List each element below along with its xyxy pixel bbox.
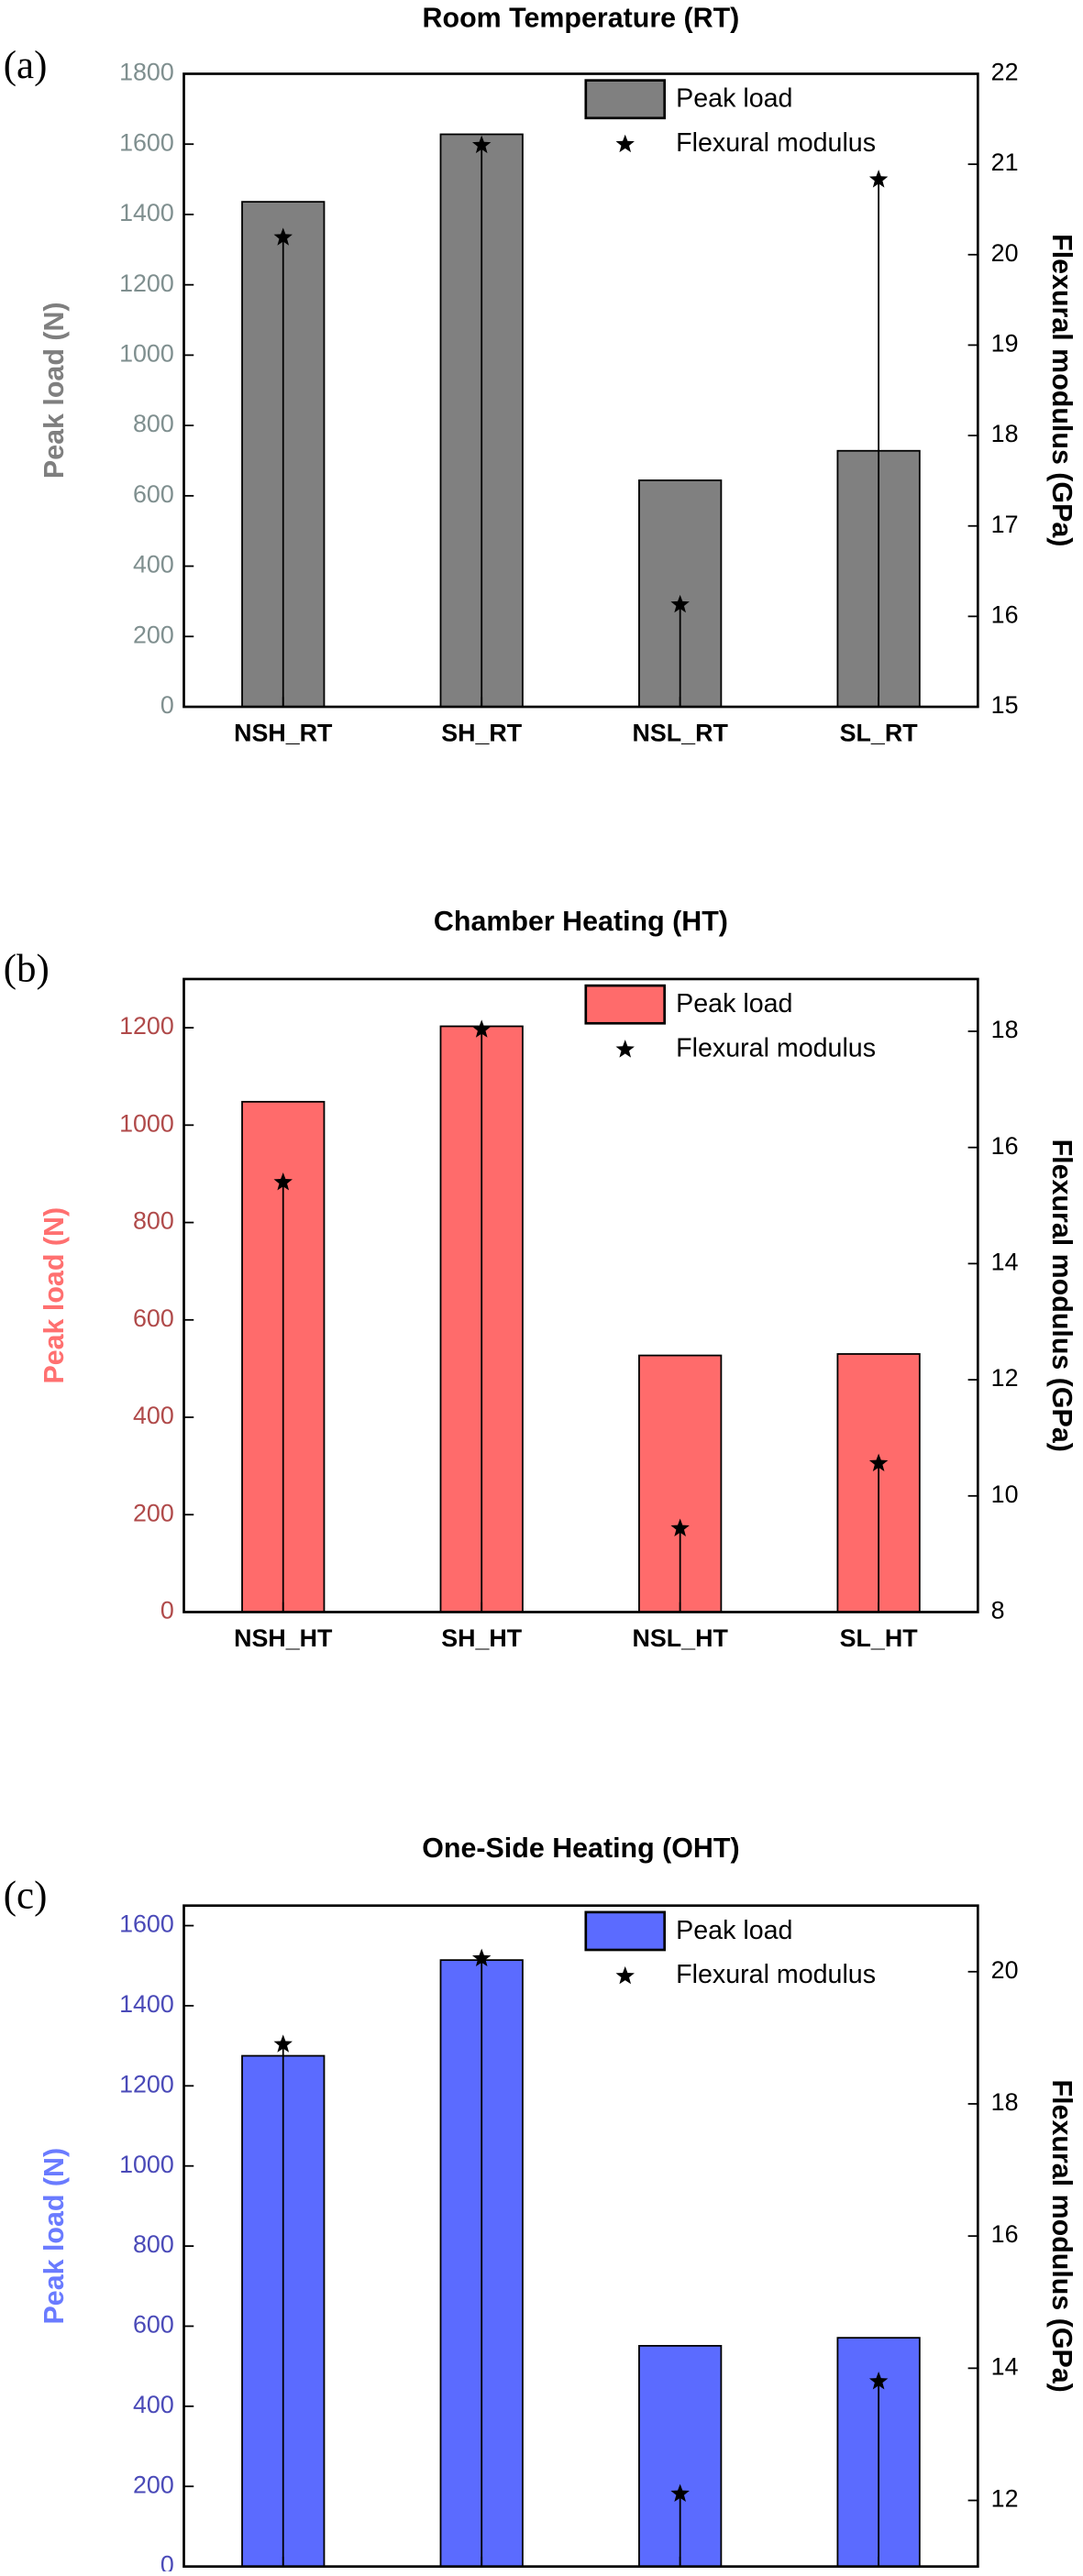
legend-star [615,1965,635,1985]
y2-tick-label: 18 [991,2088,1019,2116]
chart: (c) One-Side Heating (OHT) 0 200 400 600 800 10… [4,1833,1077,2576]
y2-tick-label: 10 [991,1481,1019,1508]
y-axis-title: Peak load (N) [39,1207,70,1384]
y2-tick-label: 19 [991,330,1019,358]
y2-tick-label: 16 [991,1132,1019,1160]
legend-star [615,134,635,153]
y-tick-label: 1200 [119,270,174,297]
legend-swatch [584,1910,667,1952]
y2-tick-label: 17 [991,511,1019,538]
legend-label: Flexural modulus [676,128,876,158]
y2-tick-label: 12 [991,1364,1019,1392]
y2-axis-title: Flexural modulus (GPa) [1046,2080,1077,2393]
x-tick-label: SH_RT [441,720,523,747]
y-tick-label: 600 [133,1305,174,1332]
chart-title: Chamber Heating (HT) [434,906,728,937]
y-tick-label: 400 [133,1402,174,1429]
plot-frame [182,72,979,709]
modulus-star [471,1948,492,1967]
y-tick-label: 0 [160,1597,174,1624]
chart: (b) Chamber Heating (HT) 0 200 400 600 800 1000… [4,906,1077,1652]
y-tick-label: 1000 [119,2151,174,2178]
x-tick-label: SL_RT [840,720,919,747]
x-tick-label: SH_HT [441,1624,523,1652]
y-tick-label: 200 [133,2471,174,2498]
chart: (a) Room Temperature (RT) 0 200 400 600 800 100… [4,2,1077,746]
legend-label: Flexural modulus [676,1960,876,1989]
y-tick-label: 1200 [119,1012,174,1040]
x-tick-label: NSH_RT [234,720,333,747]
y-tick-label: 1800 [119,59,174,86]
y-tick-label: 400 [133,2391,174,2418]
modulus-star [868,2372,889,2390]
y2-tick-label: 12 [991,2485,1019,2513]
modulus-star [868,1453,889,1472]
y-tick-label: 0 [160,691,174,719]
y2-tick-label: 8 [991,1597,1005,1624]
legend-label: Flexural modulus [676,1033,876,1062]
legend-swatch [584,79,667,120]
y2-tick-label: 18 [991,1016,1019,1043]
modulus-star [670,594,690,613]
modulus-star [471,1019,492,1038]
x-tick-label: NSH_HT [234,1624,333,1652]
plot-frame [182,977,979,1613]
y-tick-label: 1200 [119,2070,174,2097]
y-tick-label: 600 [133,480,174,508]
panel-label: (b) [4,948,50,991]
y-tick-label: 1400 [119,1990,174,2018]
y2-tick-label: 20 [991,1956,1019,1984]
y2-tick-label: 18 [991,420,1019,447]
x-tick-label: NSL_RT [632,720,728,747]
x-tick-label: SL_HT [840,1624,919,1652]
legend-label: Peak load [676,84,792,114]
y-tick-label: 1400 [119,199,174,226]
y2-tick-label: 16 [991,2220,1019,2248]
legend-star [615,1040,635,1058]
y-tick-label: 1600 [119,1910,174,1938]
y2-axis-title: Flexural modulus (GPa) [1046,234,1077,546]
x-tick-label: NSL_HT [632,1624,728,1652]
y-tick-label: 800 [133,410,174,437]
y-tick-label: 400 [133,551,174,578]
legend-label: Peak load [676,989,792,1018]
modulus-star [670,1518,690,1536]
modulus-star [868,170,889,188]
y2-tick-label: 21 [991,149,1019,176]
y-tick-label: 1000 [119,339,174,367]
y-tick-label: 0 [160,2551,174,2571]
y-axis-title: Peak load (N) [39,2148,70,2325]
chart-title: Room Temperature (RT) [423,2,740,33]
y-tick-label: 200 [133,1499,174,1526]
y-tick-label: 200 [133,621,174,648]
y2-tick-label: 15 [991,691,1019,719]
y2-axis-title: Flexural modulus (GPa) [1046,1139,1077,1452]
y2-tick-label: 16 [991,600,1019,628]
y2-tick-label: 22 [991,59,1019,86]
legend-swatch [584,984,667,1025]
modulus-star [273,227,293,246]
bar [638,479,723,708]
y-tick-label: 1000 [119,1109,174,1137]
y-tick-label: 1600 [119,128,174,156]
panel-label: (a) [4,44,48,87]
modulus-star [273,1172,293,1191]
y2-tick-label: 14 [991,1248,1019,1275]
y2-tick-label: 20 [991,239,1019,267]
y-axis-title: Peak load (N) [39,302,70,479]
modulus-star [471,135,492,154]
legend-label: Peak load [676,1916,792,1945]
y-tick-label: 800 [133,2230,174,2258]
modulus-star [670,2483,690,2503]
y-tick-label: 800 [133,1207,174,1235]
chart-title: One-Side Heating (OHT) [422,1833,739,1864]
y-tick-label: 600 [133,2311,174,2339]
panel-label: (c) [4,1874,48,1917]
modulus-star [273,2034,293,2053]
y2-tick-label: 14 [991,2352,1019,2380]
